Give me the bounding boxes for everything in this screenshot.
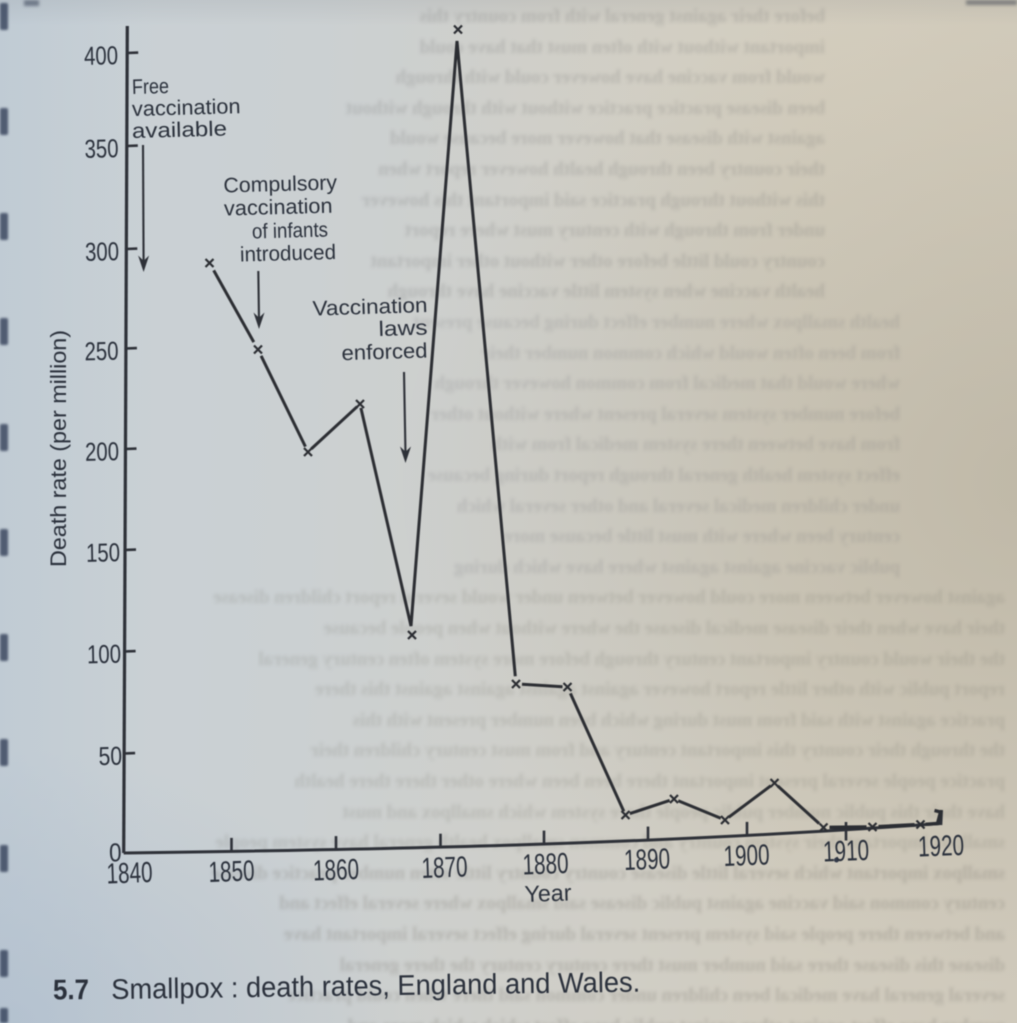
svg-text:1840: 1840: [106, 857, 153, 891]
svg-text:1900: 1900: [723, 839, 770, 873]
svg-text:Free: Free: [132, 75, 170, 99]
svg-text:vaccination: vaccination: [132, 95, 241, 121]
svg-text:vaccination: vaccination: [224, 195, 333, 221]
svg-text:1850: 1850: [208, 855, 255, 889]
svg-text:introduced: introduced: [240, 241, 337, 267]
svg-text:Compulsory: Compulsory: [223, 172, 338, 198]
svg-text:100: 100: [87, 639, 122, 670]
svg-text:enforced: enforced: [341, 340, 428, 366]
svg-text:0: 0: [109, 837, 122, 867]
svg-text:300: 300: [85, 236, 120, 267]
svg-text:1860: 1860: [312, 854, 359, 888]
svg-text:350: 350: [84, 133, 119, 164]
svg-text:5.7: 5.7: [53, 974, 89, 1006]
svg-text:available: available: [132, 118, 228, 143]
svg-text:1870: 1870: [421, 851, 468, 885]
svg-text:200: 200: [85, 436, 120, 467]
svg-text:Year: Year: [524, 879, 572, 907]
svg-text:250: 250: [84, 336, 119, 367]
svg-text:400: 400: [84, 40, 119, 71]
svg-text:Vaccination: Vaccination: [312, 294, 428, 321]
svg-text:1910: 1910: [822, 835, 869, 869]
svg-text:1920: 1920: [917, 830, 964, 864]
svg-text:1890: 1890: [623, 843, 670, 877]
svg-text:laws: laws: [378, 317, 428, 342]
svg-text:150: 150: [86, 537, 121, 568]
svg-text:Death rate (per million): Death rate (per million): [46, 330, 71, 567]
svg-text:Smallpox : death rates, Englan: Smallpox : death rates, England and Wale…: [111, 967, 640, 1006]
svg-text:of infants: of infants: [252, 219, 329, 244]
svg-text:1880: 1880: [522, 848, 569, 882]
svg-text:50: 50: [98, 741, 122, 771]
